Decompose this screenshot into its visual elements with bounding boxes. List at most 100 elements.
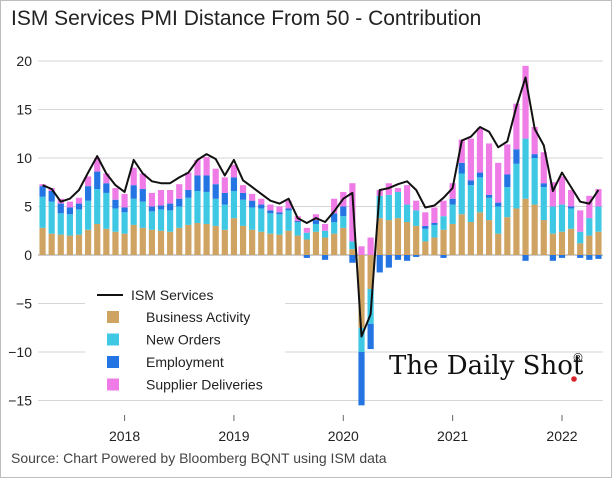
bar-segment [495, 206, 502, 234]
bar-segment [540, 220, 547, 255]
bar-segment [485, 220, 493, 255]
bar-segment [495, 162, 502, 203]
bar-segment [476, 212, 484, 255]
bar-segment [458, 173, 465, 215]
bar-segment [440, 255, 447, 258]
x-tick-label: 2022 [546, 428, 577, 444]
bar-segment [321, 255, 329, 260]
bar-segment [249, 229, 256, 255]
bar-segment [568, 228, 575, 255]
bar-segment [568, 208, 575, 229]
bar-segment [130, 167, 137, 186]
bar-segment [340, 227, 347, 255]
bar-segment [85, 229, 92, 255]
bar-segment [522, 198, 529, 255]
bar-segment [467, 180, 474, 186]
daily-shot-logo: The Daily Shot ® [389, 351, 584, 382]
bar-segment [258, 204, 265, 209]
y-tick-label: −10 [8, 344, 32, 360]
bar-segment [531, 204, 538, 255]
bar-segment [449, 198, 456, 205]
bar-segment [94, 223, 101, 255]
bar-segment [513, 149, 520, 164]
bar-segment [394, 255, 402, 260]
bar-segment [467, 222, 474, 255]
legend-swatch [107, 333, 119, 346]
bar-segment [504, 217, 511, 255]
bar-segment [303, 239, 310, 255]
bar-segment [376, 218, 383, 255]
bar-segment [148, 211, 156, 230]
bar-segment [403, 222, 411, 255]
bar-segment [39, 186, 46, 197]
bar-segment [121, 207, 128, 213]
bar-segment [513, 103, 520, 150]
bar-segment [522, 138, 529, 199]
bar-segment [48, 233, 55, 255]
bar-segment [185, 197, 192, 225]
bar-segment [285, 208, 292, 211]
bar-segment [595, 231, 602, 255]
bar-segment [403, 185, 411, 205]
bar-segment [431, 237, 438, 255]
bar-segment [48, 190, 55, 202]
bar-segment [194, 222, 201, 255]
bar-segment [221, 177, 228, 193]
bar-segment [586, 218, 593, 236]
bar-segment [349, 183, 356, 242]
bar-segment [358, 246, 365, 255]
bar-segment [385, 194, 392, 221]
bar-segment [431, 224, 438, 238]
bar-segment [413, 225, 420, 255]
bar-segment [157, 205, 165, 210]
line-layer [42, 76, 600, 338]
bar-segment [285, 200, 292, 209]
bar-segment [112, 199, 119, 209]
bar-segment [112, 188, 119, 200]
bar-segment [303, 255, 310, 258]
bar-segment [394, 191, 402, 219]
legend-swatch [107, 356, 119, 368]
bar-segment [276, 206, 283, 213]
bar-segment [376, 255, 383, 273]
bar-segment [422, 228, 429, 242]
bar-segment [157, 230, 165, 255]
bar-segment [431, 207, 438, 223]
bar-segment [422, 225, 429, 229]
bar-segment [185, 190, 192, 198]
bar-segment [276, 234, 283, 255]
bar-segment [221, 192, 228, 205]
bar-segment [212, 184, 219, 199]
bar-segment [495, 233, 502, 255]
bar-segment [458, 139, 465, 163]
bar-segment [121, 212, 128, 234]
bar-segment [513, 208, 520, 255]
bar-segment [239, 225, 247, 255]
bar-segment [57, 203, 64, 214]
bar-segment [103, 228, 110, 255]
y-axis-ticks: 20 15 10 5 0 −5 −10 −15 [8, 53, 32, 409]
bar-segment [66, 214, 73, 236]
bar-segment [130, 224, 137, 255]
bar-segment [39, 196, 46, 228]
bar-segment [75, 197, 83, 204]
bar-segment [358, 255, 365, 328]
bar-segment [303, 227, 310, 233]
bar-segment [485, 197, 493, 221]
bar-segment [577, 243, 584, 255]
x-tick-label: 2020 [328, 428, 359, 444]
y-tick-label: 20 [16, 53, 32, 69]
bar-segment [203, 223, 210, 255]
bar-segment [39, 184, 46, 187]
bar-segment [85, 176, 92, 187]
bar-segment [121, 233, 128, 255]
bar-segment [103, 173, 110, 184]
bar-segment [321, 223, 329, 231]
bar-segment [285, 210, 292, 231]
bar-segment [340, 216, 347, 228]
x-tick-label: 2018 [109, 428, 140, 444]
bar-segment [449, 223, 456, 255]
y-tick-label: 5 [24, 199, 32, 215]
bar-segment [595, 255, 602, 259]
bar-segment [413, 200, 420, 211]
